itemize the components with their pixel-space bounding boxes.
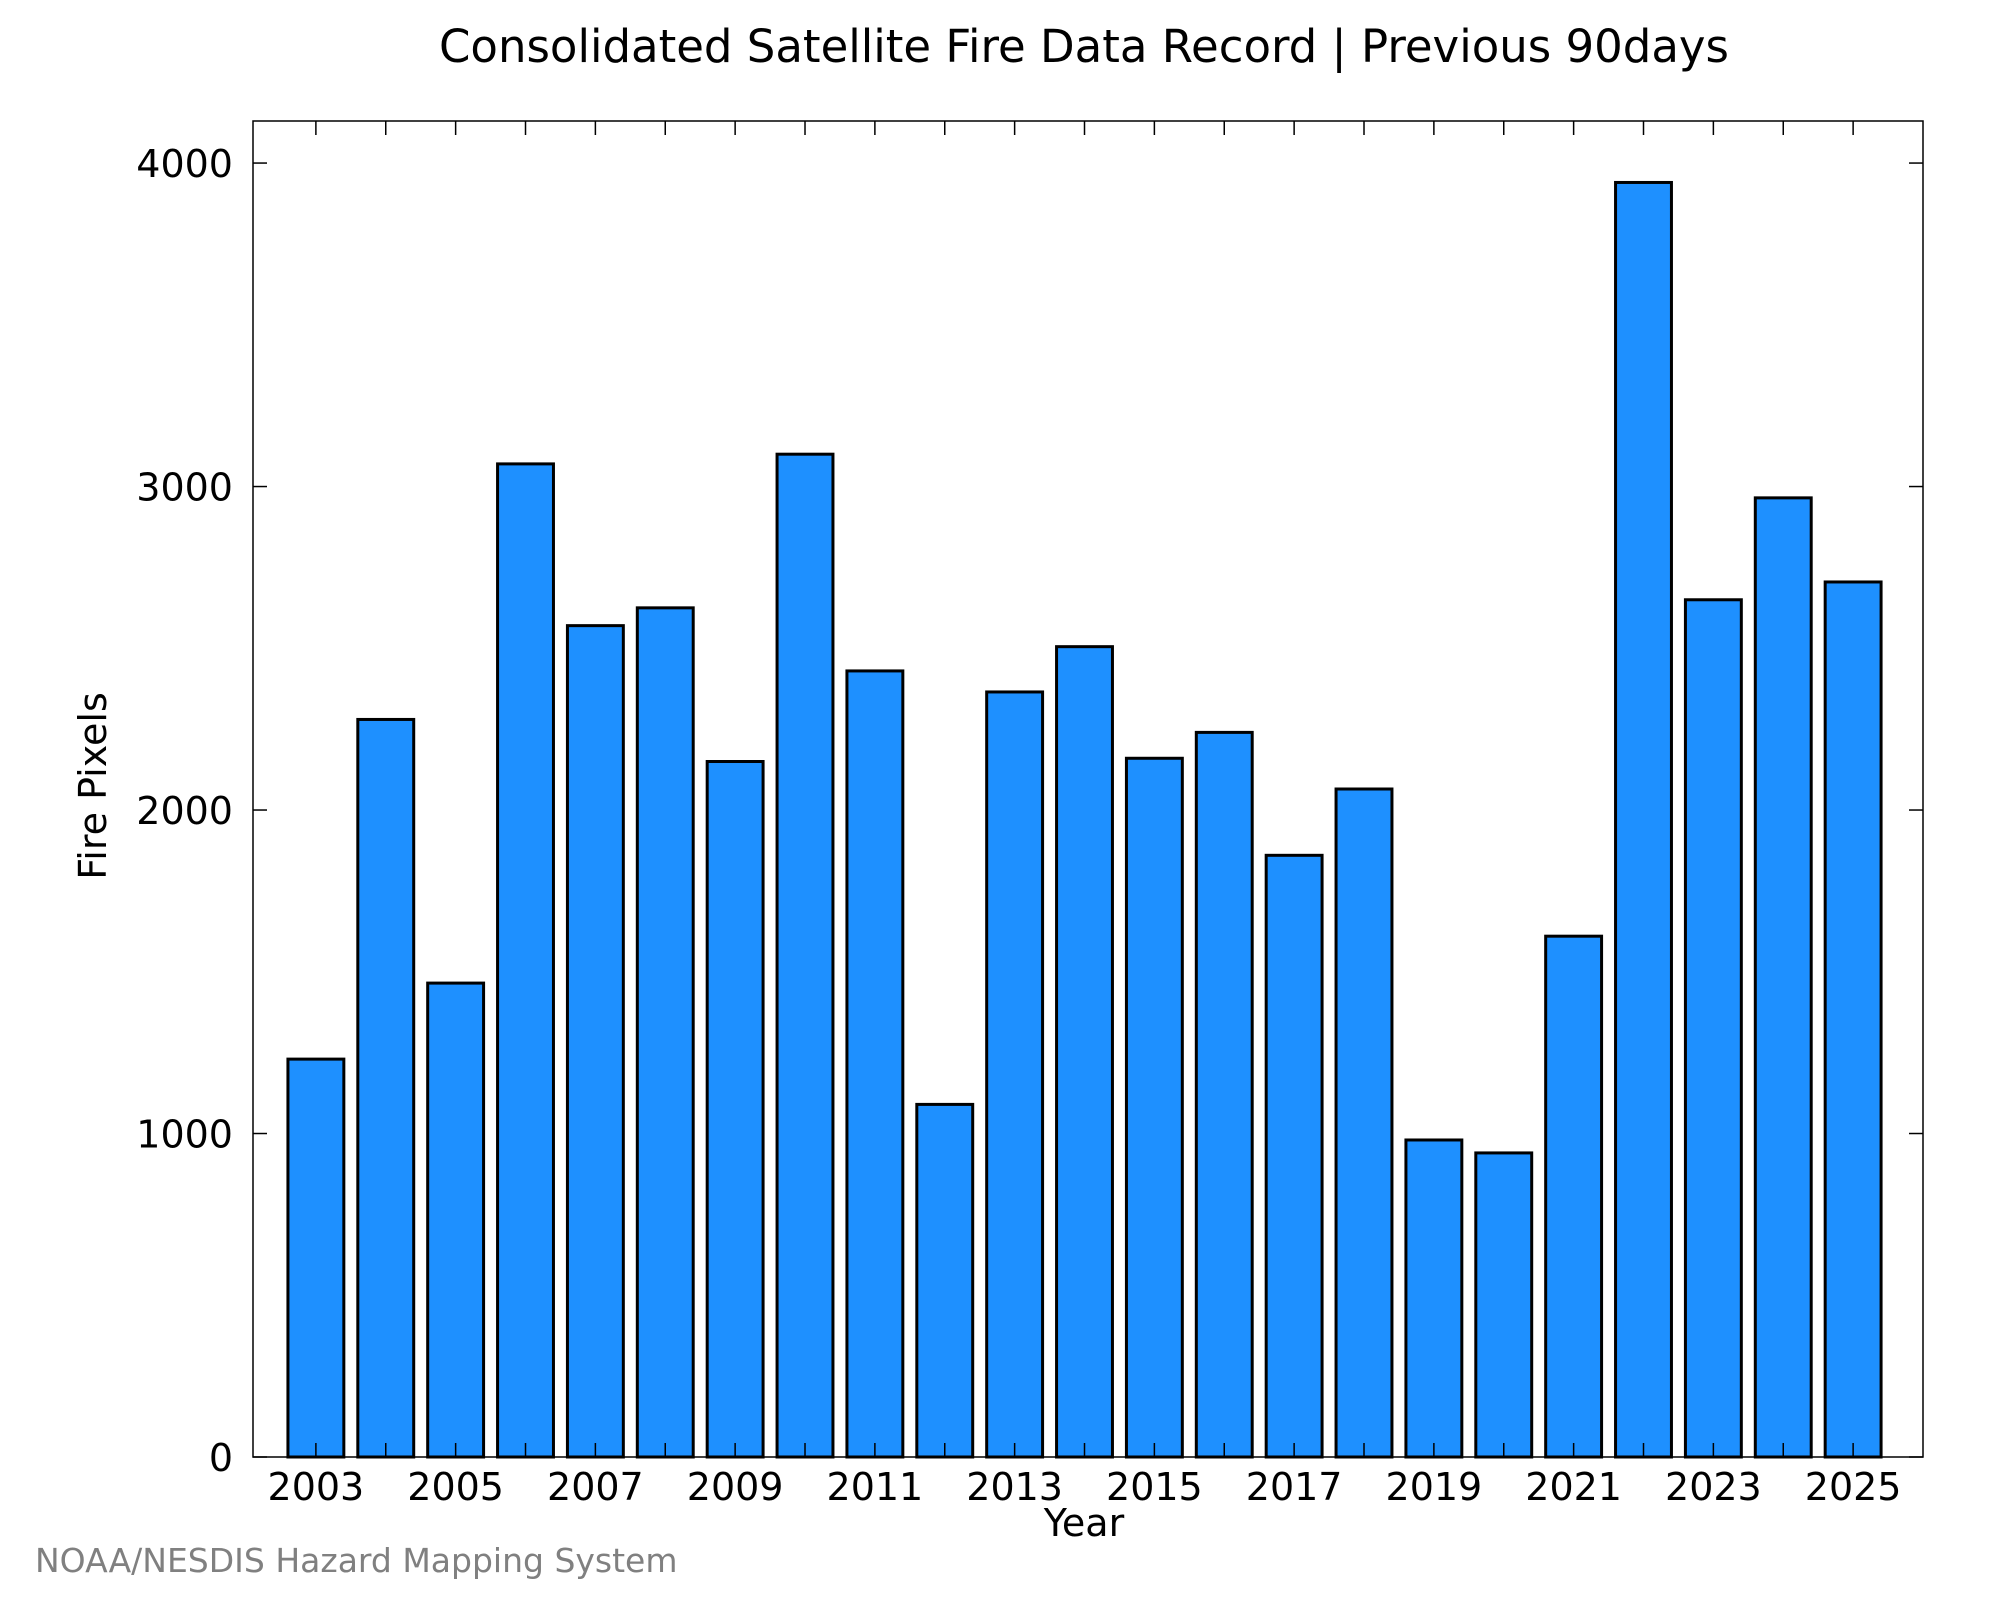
bar-2008 — [635, 606, 695, 1459]
y-tick-label-0: 0 — [209, 1436, 233, 1480]
chart-title: Consolidated Satellite Fire Data Record … — [439, 20, 1729, 73]
bar-2005 — [426, 981, 486, 1459]
x-tick-label-2003: 2003 — [268, 1465, 365, 1509]
bar-2015 — [1124, 756, 1184, 1459]
x-tick-label-2017: 2017 — [1246, 1465, 1343, 1509]
bar-2014 — [1055, 645, 1114, 1459]
bar-2021 — [1544, 934, 1604, 1459]
y-tick-label-3000: 3000 — [136, 466, 233, 510]
bar-2012 — [915, 1102, 975, 1459]
bar-2009 — [705, 760, 765, 1459]
x-axis-label: Year — [1043, 1501, 1125, 1545]
bar-2020 — [1474, 1151, 1534, 1459]
credit-text: NOAA/NESDIS Hazard Mapping System — [35, 1541, 678, 1580]
x-tick-label-2005: 2005 — [407, 1465, 504, 1509]
x-axis-ticks: 2003 2005 2007 2009 2011 2013 2015 2017 2019 2021… — [268, 121, 1902, 1509]
y-axis-label: Fire Pixels — [71, 692, 115, 880]
y-tick-label-2000: 2000 — [136, 789, 233, 833]
bar-2004 — [356, 717, 416, 1459]
x-tick-label-2025: 2025 — [1805, 1465, 1902, 1509]
bar-2011 — [845, 669, 905, 1459]
x-tick-label-2023: 2023 — [1665, 1465, 1762, 1509]
x-tick-label-2015: 2015 — [1106, 1465, 1203, 1509]
x-tick-label-2009: 2009 — [687, 1465, 784, 1509]
bar-2018 — [1334, 787, 1394, 1459]
bars-group — [286, 180, 1883, 1459]
x-tick-label-2019: 2019 — [1386, 1465, 1483, 1509]
bar-2023 — [1683, 598, 1743, 1459]
x-tick-label-2021: 2021 — [1525, 1465, 1622, 1509]
bar-2024 — [1753, 496, 1813, 1459]
bar-2016 — [1194, 730, 1254, 1459]
bar-2003 — [286, 1057, 346, 1459]
bar-2010 — [775, 452, 835, 1459]
bar-2007 — [565, 624, 625, 1459]
plot-frame — [252, 120, 1924, 1458]
y-tick-label-1000: 1000 — [136, 1113, 233, 1157]
x-tick-label-2011: 2011 — [827, 1465, 924, 1509]
bar-2019 — [1404, 1138, 1464, 1459]
y-tick-label-4000: 4000 — [136, 142, 233, 186]
x-tick-label-2013: 2013 — [966, 1465, 1063, 1509]
bar-2013 — [985, 690, 1045, 1459]
bar-2017 — [1264, 853, 1324, 1459]
y-axis-ticks: 0 1000 2000 3000 4000 — [136, 142, 1923, 1480]
bar-2006 — [496, 462, 555, 1459]
x-tick-label-2007: 2007 — [547, 1465, 644, 1509]
bar-2025 — [1823, 580, 1883, 1459]
bar-2022 — [1614, 180, 1673, 1459]
